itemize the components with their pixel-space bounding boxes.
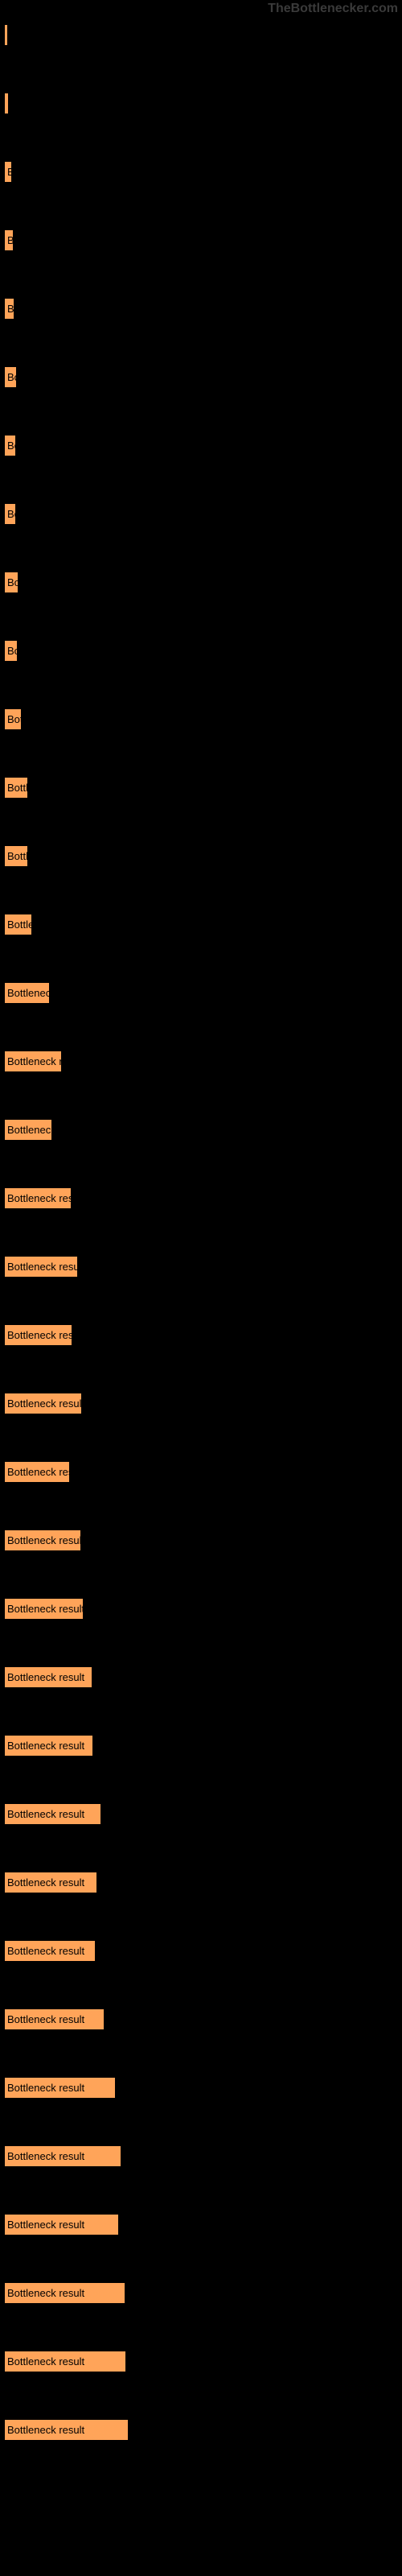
bar: Bottleneck result [4,93,9,114]
bar: Bottleneck result [4,1461,70,1483]
bar: Bottleneck result [4,24,8,46]
bar-row: Bottleneck result [4,435,402,456]
bar: Bottleneck result [4,1393,82,1414]
bar: Bottleneck result [4,161,12,183]
bar-row: Bottleneck result [4,845,402,867]
bar: Bottleneck result [4,2351,126,2372]
bar-row: Bottleneck result [4,914,402,935]
bar-row: Bottleneck result [4,1324,402,1346]
bar-row: Bottleneck result [4,640,402,662]
bar: Bottleneck result [4,2077,116,2099]
bar-row: Bottleneck result [4,2351,402,2372]
bar-row: Bottleneck result [4,1803,402,1825]
bar: Bottleneck result [4,1530,81,1551]
bar: Bottleneck result [4,1119,52,1141]
bar: Bottleneck result [4,1666,92,1688]
bar: Bottleneck result [4,1872,97,1893]
bar-row: Bottleneck result [4,1735,402,1757]
bar: Bottleneck result [4,572,18,593]
bar-row: Bottleneck result [4,161,402,183]
bar: Bottleneck result [4,640,18,662]
bar: Bottleneck result [4,1940,96,1962]
bar: Bottleneck result [4,1735,93,1757]
bar: Bottleneck result [4,298,14,320]
bar: Bottleneck result [4,435,16,456]
bar-row: Bottleneck result [4,572,402,593]
bar-row: Bottleneck result [4,708,402,730]
bar-row: Bottleneck result [4,1051,402,1072]
bar: Bottleneck result [4,366,17,388]
bar: Bottleneck result [4,229,14,251]
bar-row: Bottleneck result [4,298,402,320]
bar-row: Bottleneck result [4,1256,402,1278]
bar: Bottleneck result [4,845,28,867]
bar: Bottleneck result [4,777,28,799]
bar-row: Bottleneck result [4,229,402,251]
bar-row: Bottleneck result [4,1461,402,1483]
watermark-text: TheBottlenecker.com [268,2,398,16]
bar-row: Bottleneck result [4,1530,402,1551]
bar: Bottleneck result [4,2282,125,2304]
bar-row: Bottleneck result [4,24,402,46]
bar-row: Bottleneck result [4,1872,402,1893]
bar-row: Bottleneck result [4,1393,402,1414]
bar: Bottleneck result [4,2145,121,2167]
bar-row: Bottleneck result [4,982,402,1004]
bar-row: Bottleneck result [4,2282,402,2304]
bar-row: Bottleneck result [4,1119,402,1141]
bar: Bottleneck result [4,2419,129,2441]
bar: Bottleneck result [4,503,16,525]
bar: Bottleneck result [4,1256,78,1278]
bar: Bottleneck result [4,1324,72,1346]
bar-row: Bottleneck result [4,2008,402,2030]
bar-row: Bottleneck result [4,777,402,799]
bar: Bottleneck result [4,2008,105,2030]
bar-row: Bottleneck result [4,1187,402,1209]
bar-row: Bottleneck result [4,93,402,114]
bars-container: Bottleneck result Bottleneck result Bottle… [0,0,402,2441]
bar-row: Bottleneck result [4,2419,402,2441]
bar: Bottleneck result [4,914,32,935]
bar: Bottleneck result [4,1187,72,1209]
bar-row: Bottleneck result [4,2214,402,2235]
bar-row: Bottleneck result [4,366,402,388]
bar: Bottleneck result [4,1051,62,1072]
bar-row: Bottleneck result [4,1666,402,1688]
bar-row: Bottleneck result [4,503,402,525]
bar-row: Bottleneck result [4,1598,402,1620]
bar: Bottleneck result [4,708,22,730]
bar: Bottleneck result [4,1803,101,1825]
bar-row: Bottleneck result [4,2077,402,2099]
bar-row: Bottleneck result [4,1940,402,1962]
bar: Bottleneck result [4,982,50,1004]
bar-row: Bottleneck result [4,2145,402,2167]
bar: Bottleneck result [4,1598,84,1620]
bar: Bottleneck result [4,2214,119,2235]
